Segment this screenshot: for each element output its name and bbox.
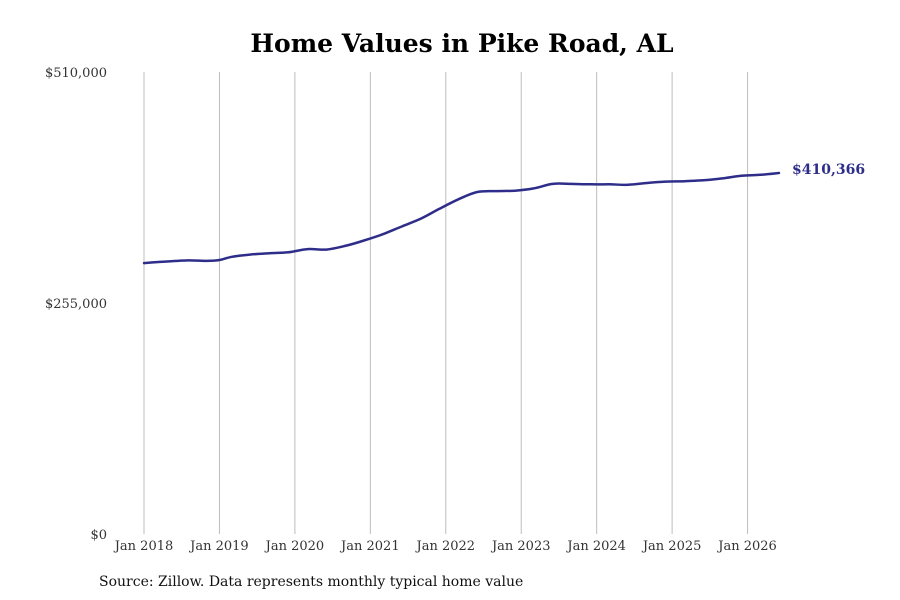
y-tick-label: $0 — [90, 528, 107, 543]
x-tick-label: Jan 2019 — [188, 539, 249, 554]
x-tick-label: Jan 2021 — [339, 539, 400, 554]
series-lines — [142, 171, 781, 265]
series-line — [142, 171, 781, 265]
y-tick-label: $255,000 — [45, 297, 107, 312]
x-tick-label: Jan 2018 — [113, 539, 174, 554]
x-tick-label: Jan 2026 — [716, 539, 777, 554]
x-tick-label: Jan 2020 — [264, 539, 325, 554]
y-axis-ticks: $0 $255,000 $510,000 — [45, 66, 107, 543]
y-tick-label: $510,000 — [45, 66, 107, 81]
x-tick-label: Jan 2024 — [565, 539, 626, 554]
x-tick-label: Jan 2025 — [641, 539, 702, 554]
last-value-label: $410,366 — [792, 162, 865, 178]
x-axis-ticks: Jan 2018 Jan 2019 Jan 2020 Jan 2021 Jan 2022… — [113, 539, 777, 554]
chart-title: Home Values in Pike Road, AL — [250, 29, 674, 58]
x-tick-label: Jan 2023 — [490, 539, 551, 554]
source-note: Source: Zillow. Data represents monthly … — [99, 574, 524, 590]
gridlines — [143, 72, 749, 534]
x-tick-label: Jan 2022 — [415, 539, 476, 554]
